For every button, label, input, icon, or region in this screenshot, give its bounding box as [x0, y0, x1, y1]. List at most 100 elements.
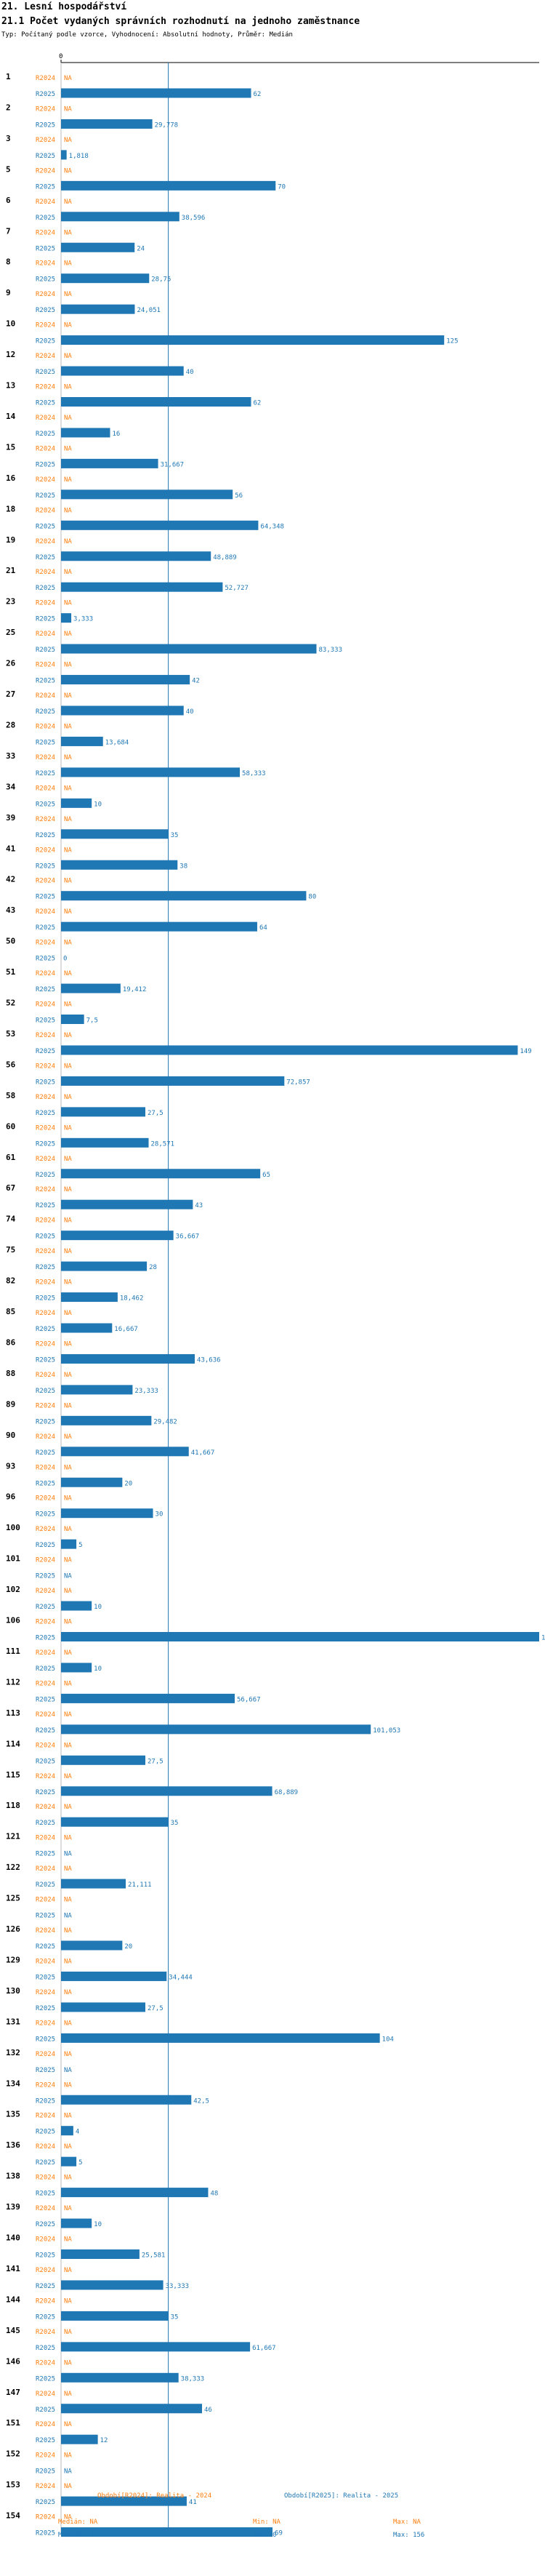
series-2024-label: R2024 [36, 2421, 55, 2428]
category-label: 122 [6, 1863, 20, 1872]
na-label-2024: NA [64, 940, 72, 947]
bar-2025 [61, 1663, 92, 1673]
category-label: 111 [6, 1647, 20, 1656]
bar-2025 [61, 2434, 98, 2444]
bar-2025 [61, 88, 251, 98]
bar-2025 [61, 2002, 145, 2012]
bar-2025 [61, 1415, 152, 1425]
series-2025-label: R2025 [36, 431, 55, 438]
na-label-2024: NA [64, 2359, 72, 2367]
bar-2025 [61, 2033, 380, 2043]
series-2024-label: R2024 [36, 2113, 55, 2120]
series-2025-label: R2025 [36, 1943, 55, 1951]
na-label-2024: NA [64, 908, 72, 916]
category-label: 5 [6, 164, 11, 174]
bar-2025 [61, 1817, 169, 1827]
series-2024-label: R2024 [36, 908, 55, 916]
chart-subtitle: Typ: Počítaný podle vzorce, Vyhodnocení:… [1, 31, 293, 39]
series-2025-label: R2025 [36, 338, 55, 345]
category-label: 10 [6, 319, 15, 329]
series-2025-label: R2025 [36, 2097, 55, 2105]
data-label-2025: 25,581 [142, 2252, 166, 2260]
series-2024-label: R2024 [36, 1958, 55, 1965]
data-label-2025: 149 [520, 1048, 531, 1055]
na-label-2025: NA [64, 1851, 72, 1858]
series-2024-label: R2024 [36, 1433, 55, 1441]
na-label-2024: NA [64, 2329, 72, 2336]
data-label-2025: 41 [189, 2499, 197, 2506]
na-label-2025: NA [64, 1573, 72, 1580]
category-label: 82 [6, 1276, 15, 1286]
category-label: 136 [6, 2140, 20, 2150]
category-label: 121 [6, 1832, 20, 1841]
series-2025-label: R2025 [36, 2221, 55, 2228]
series-2025-label: R2025 [36, 1017, 55, 1025]
na-label-2024: NA [64, 2267, 72, 2274]
bar-2025 [61, 1015, 84, 1024]
na-label-2024: NA [64, 2051, 72, 2058]
category-label: 86 [6, 1337, 16, 1347]
na-label-2024: NA [64, 1495, 72, 1503]
na-label-2024: NA [64, 1094, 72, 1101]
bar-2025 [61, 705, 184, 716]
na-label-2024: NA [64, 692, 72, 700]
category-label: 3 [6, 134, 11, 143]
series-2025-label: R2025 [36, 1696, 55, 1703]
bar-2025 [61, 1477, 123, 1487]
series-2024-label: R2024 [36, 538, 55, 545]
series-2024-label: R2024 [36, 1310, 55, 1317]
category-label: 89 [6, 1399, 15, 1409]
category-label: 102 [6, 1585, 20, 1594]
category-label: 56 [6, 1060, 16, 1069]
data-label-2025: 41,667 [191, 1449, 215, 1457]
data-label-2025: 33,333 [166, 2283, 190, 2290]
series-2024-label: R2024 [36, 1279, 55, 1287]
series-2024-label: R2024 [36, 1063, 55, 1070]
bar-2025 [61, 798, 92, 808]
na-label-2024: NA [64, 322, 72, 329]
data-label-2025: 34,444 [169, 1974, 193, 1981]
series-2024-label: R2024 [36, 229, 55, 236]
category-label: 88 [6, 1369, 15, 1378]
series-2025-label: R2025 [36, 1264, 55, 1271]
na-label-2024: NA [64, 1186, 72, 1193]
series-2024-label: R2024 [36, 692, 55, 700]
category-label: 153 [6, 2480, 20, 2489]
series-2025-label: R2025 [36, 739, 55, 746]
category-label: 141 [6, 2264, 20, 2273]
category-label: 28 [6, 720, 15, 729]
series-2025-label: R2025 [36, 1449, 55, 1457]
series-2025-label: R2025 [36, 1573, 55, 1580]
bar-2025 [61, 675, 190, 685]
series-2024-label: R2024 [36, 199, 55, 206]
bar-2025 [61, 1601, 92, 1611]
bar-2025 [61, 1353, 195, 1364]
na-label-2024: NA [64, 199, 72, 206]
bar-2025 [61, 551, 211, 561]
na-label-2024: NA [64, 2205, 72, 2212]
na-label-2024: NA [64, 2514, 72, 2521]
category-label: 43 [6, 905, 15, 915]
na-label-2024: NA [64, 662, 72, 669]
data-label-2025: 24 [137, 245, 145, 252]
data-label-2025: 10 [94, 2221, 102, 2228]
category-label: 25 [6, 628, 15, 637]
data-label-2025: 20 [124, 1943, 132, 1951]
series-2024-label: R2024 [36, 754, 55, 761]
bar-2025 [61, 2496, 187, 2506]
category-label: 33 [6, 751, 15, 761]
series-2024-label: R2024 [36, 1402, 55, 1409]
category-label: 130 [6, 1986, 20, 1996]
category-label: 23 [6, 597, 15, 607]
series-2024-label: R2024 [36, 2514, 55, 2521]
bar-2025 [61, 2249, 140, 2259]
category-label: 14 [6, 412, 16, 421]
bar-2025 [61, 1940, 123, 1951]
series-2025-label: R2025 [36, 461, 55, 468]
na-label-2024: NA [64, 229, 72, 236]
na-label-2024: NA [64, 847, 72, 854]
na-label-2024: NA [64, 1433, 72, 1441]
data-label-2025: 58,333 [242, 770, 266, 777]
series-2024-label: R2024 [36, 2143, 55, 2151]
data-label-2025: 30 [156, 1511, 164, 1519]
